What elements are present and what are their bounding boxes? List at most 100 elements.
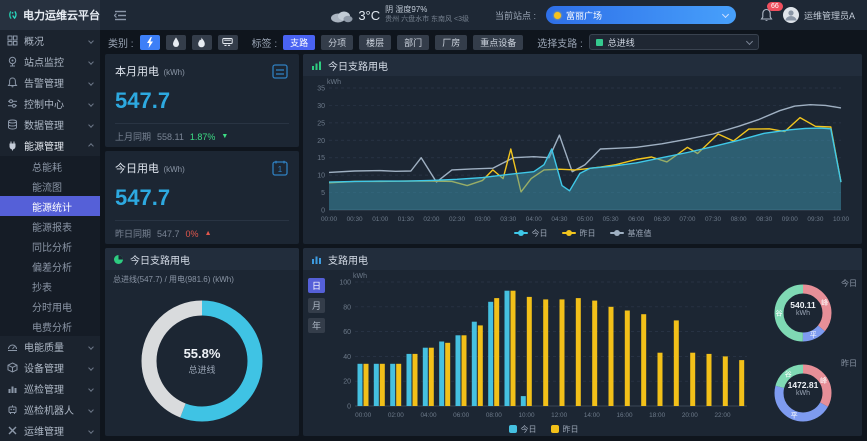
svg-text:10: 10 [317, 173, 325, 180]
compare-value: 547.7 [157, 229, 180, 239]
svg-text:100: 100 [339, 280, 351, 287]
branch-color-icon [596, 39, 603, 46]
gauge-icon [7, 341, 18, 352]
svg-text:25: 25 [317, 120, 325, 127]
sidebar-item-power-quality[interactable]: 电能质量 [0, 336, 100, 357]
tag-floor[interactable]: 楼层 [359, 35, 391, 50]
delta-value: 0% [186, 229, 199, 239]
tag-subitem[interactable]: 分项 [321, 35, 353, 50]
svg-text:30: 30 [317, 103, 325, 110]
gauge-tag: 今日 [841, 278, 857, 289]
kpi-unit: (kWh) [163, 68, 184, 77]
sidebar-subitem-total-energy[interactable]: 总能耗 [0, 156, 100, 176]
svg-text:02:00: 02:00 [423, 216, 439, 223]
branch-share-donut: 55.8% 总进线 [105, 285, 299, 436]
sidebar-subitem-meter-reading[interactable]: 抄表 [0, 276, 100, 296]
svg-text:03:30: 03:30 [500, 216, 516, 223]
legend-item[interactable]: 基准值 [610, 228, 652, 239]
branch-value: 总进线 [608, 36, 742, 49]
tag-key-equipment[interactable]: 重点设备 [473, 35, 523, 50]
sidebar-item-inspection-management[interactable]: 巡检管理 [0, 378, 100, 399]
legend-item[interactable]: 昨日 [551, 424, 579, 435]
category-electricity-button[interactable] [140, 35, 160, 50]
sidebar-item-ops-management[interactable]: 运维管理 [0, 420, 100, 441]
period-month-button[interactable]: 月 [308, 298, 325, 313]
sidebar-subitem-tou-power[interactable]: 分时用电 [0, 296, 100, 316]
tag-branch[interactable]: 支路 [283, 35, 315, 50]
sidebar-subitem-energy-statistics[interactable]: 能源统计 [0, 196, 100, 216]
sidebar-subitem-yoy-analysis[interactable]: 同比分析 [0, 236, 100, 256]
category-gas-button[interactable] [192, 35, 212, 50]
tag-department[interactable]: 部门 [397, 35, 429, 50]
sidebar-item-inspection-robot[interactable]: 巡检机器人 [0, 399, 100, 420]
svg-text:20:00: 20:00 [682, 412, 698, 419]
svg-text:1: 1 [278, 165, 283, 174]
card-title: 今日支路用电 [328, 58, 388, 73]
svg-text:峰: 峰 [821, 298, 828, 307]
station-dropdown[interactable]: 富丽广场 [546, 6, 736, 24]
sidebar-subitem-energy-report[interactable]: 能源报表 [0, 216, 100, 236]
sidebar-subitem-energy-flow[interactable]: 能流图 [0, 176, 100, 196]
temperature: 3°C [358, 8, 380, 23]
chevron-down-icon [746, 37, 753, 44]
compare-value: 558.11 [157, 132, 184, 142]
weather-cloud-icon [329, 8, 353, 23]
station-label: 当前站点 : [495, 9, 536, 22]
kpi-value: 547.7 [115, 185, 289, 211]
kpi-value: 547.7 [115, 88, 289, 114]
svg-text:峰: 峰 [820, 376, 827, 385]
divider [115, 220, 289, 221]
collapse-sidebar-icon[interactable] [114, 10, 127, 21]
svg-text:08:30: 08:30 [756, 216, 772, 223]
period-year-button[interactable]: 年 [308, 318, 325, 333]
period-day-button[interactable]: 日 [308, 278, 325, 293]
robot-icon [7, 404, 18, 415]
category-hvac-button[interactable] [218, 35, 238, 50]
kpi-card-monthly-power: 本月用电 (kWh) 547.7 上月同期 558.11 1.87% ▼ [105, 54, 299, 147]
svg-text:20: 20 [317, 138, 325, 145]
svg-text:07:00: 07:00 [679, 216, 695, 223]
category-water-button[interactable] [166, 35, 186, 50]
sidebar-subitem-tariff-analysis[interactable]: 电费分析 [0, 316, 100, 336]
branch-select[interactable]: 总进线 [589, 34, 759, 50]
svg-text:5: 5 [321, 190, 325, 197]
yesterday-period-donut: 峰平谷 昨日 1472.81 kWh [763, 356, 859, 430]
sidebar-item-alarm-management[interactable]: 告警管理 [0, 72, 100, 93]
sidebar-item-control-center[interactable]: 控制中心 [0, 93, 100, 114]
sidebar-subitem-deviation-analysis[interactable]: 偏差分析 [0, 256, 100, 276]
notification-badge: 66 [767, 2, 783, 11]
sidebar-item-overview[interactable]: 概况 [0, 30, 100, 51]
svg-text:06:00: 06:00 [628, 216, 644, 223]
legend-item[interactable]: 今日 [514, 228, 548, 239]
energy-submenu: 总能耗 能流图 能源统计 能源报表 同比分析 偏差分析 抄表 分时用电 电费分析 [0, 156, 100, 336]
svg-text:02:00: 02:00 [388, 412, 404, 419]
svg-text:35: 35 [317, 86, 325, 93]
kpi-card-today-power: 今日用电 (kWh) 1 547.7 昨日同期 547.7 0% ▲ [105, 151, 299, 244]
user-menu[interactable]: 运维管理员A [783, 7, 855, 23]
control-icon [7, 98, 18, 109]
app-title: 电力运维云平台 [23, 7, 100, 23]
sidebar-item-energy-management[interactable]: 能源管理 [0, 135, 100, 156]
svg-text:10:00: 10:00 [833, 216, 849, 223]
chevron-down-icon [88, 122, 94, 128]
app-logo-icon [8, 7, 18, 23]
svg-text:03:00: 03:00 [475, 216, 491, 223]
alarm-bell-icon [7, 77, 18, 88]
svg-text:01:00: 01:00 [372, 216, 388, 223]
wrench-icon [7, 425, 18, 436]
sidebar-item-device-management[interactable]: 设备管理 [0, 357, 100, 378]
today-branch-line-card: 今日支路用电 05101520253035kWh00:0000:3001:000… [303, 54, 862, 244]
water-drop-icon [172, 37, 180, 48]
hvac-icon [222, 37, 233, 47]
tag-plant[interactable]: 厂房 [435, 35, 467, 50]
line-chart-icon [311, 60, 322, 71]
legend-item[interactable]: 今日 [509, 424, 537, 435]
legend-item[interactable]: 昨日 [562, 228, 596, 239]
sidebar-item-site-monitoring[interactable]: 站点监控 [0, 51, 100, 72]
svg-text:06:30: 06:30 [654, 216, 670, 223]
svg-text:0: 0 [321, 208, 325, 215]
svg-text:kWh: kWh [353, 273, 367, 280]
sidebar-item-data-management[interactable]: 数据管理 [0, 114, 100, 135]
svg-text:18:00: 18:00 [649, 412, 665, 419]
notifications-button[interactable]: 66 [760, 8, 773, 22]
